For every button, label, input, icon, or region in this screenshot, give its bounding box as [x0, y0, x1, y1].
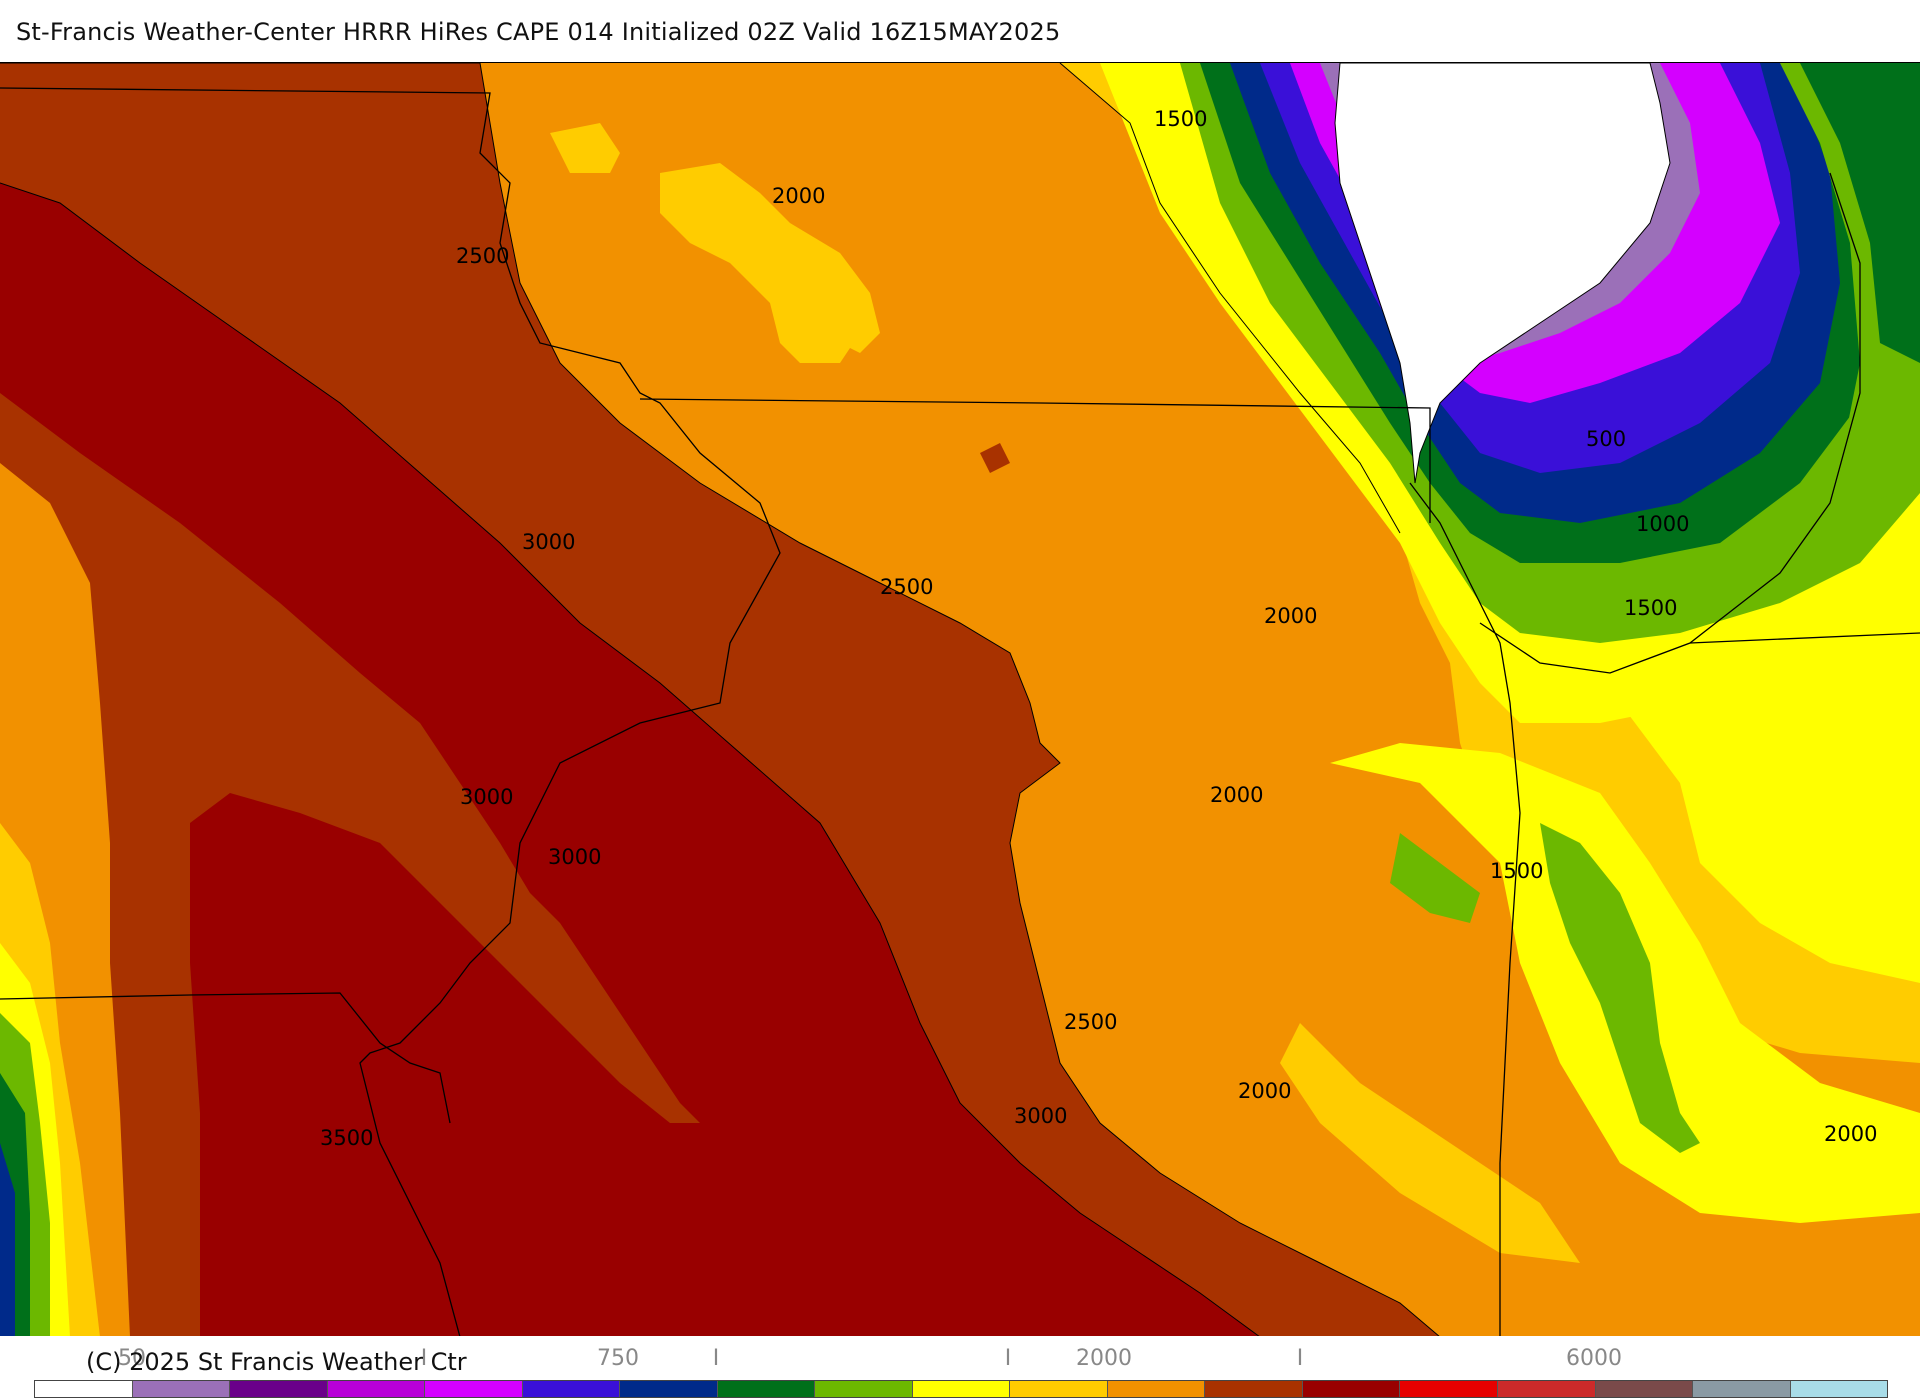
colorbar-swatch	[522, 1381, 621, 1397]
contour-label: 2000	[1210, 783, 1263, 807]
contour-label: 500	[1586, 427, 1626, 451]
contour-label: 2500	[456, 244, 509, 268]
contour-label: 3500	[320, 1126, 373, 1150]
legend-tick-label: I	[420, 1346, 428, 1371]
cape-fill-blob-3	[550, 123, 620, 173]
colorbar	[34, 1380, 1888, 1398]
contour-label: 2000	[772, 184, 825, 208]
colorbar-swatch	[717, 1381, 816, 1397]
cape-fill-green-small	[1390, 833, 1480, 923]
colorbar-swatch	[132, 1381, 231, 1397]
contour-label: 1000	[1636, 512, 1689, 536]
state-boundaries	[0, 87, 1920, 1337]
colorbar-swatch	[35, 1381, 133, 1397]
cape-fill-2500-west	[0, 393, 700, 1337]
colorbar-swatch	[1693, 1381, 1791, 1397]
colorbar-swatch	[327, 1381, 426, 1397]
legend-tick-label: 6000	[1566, 1346, 1622, 1371]
legend-tick-label: 50	[118, 1346, 146, 1371]
legend-tick-label: 2000	[1076, 1346, 1132, 1371]
cape-fill-navy-west	[0, 1143, 15, 1337]
contour-label: 3000	[548, 845, 601, 869]
cape-fill-3000	[0, 183, 1260, 1337]
contour-label: 2000	[1824, 1122, 1877, 1146]
legend: 50 I 750 I I 2000 I 6000 (C) 2025 St Fra…	[0, 1336, 1920, 1400]
cape-map[interactable]: 1500 2000 2500 3000 2500 2000 500 1000 1…	[0, 62, 1920, 1337]
contour-label: 3000	[460, 785, 513, 809]
contour-label: 1500	[1154, 107, 1207, 131]
contour-label: 2000	[1264, 604, 1317, 628]
contour-label: 2500	[1064, 1010, 1117, 1034]
legend-tick-label: I	[1004, 1346, 1012, 1371]
contour-lines	[0, 63, 1441, 1337]
colorbar-swatch	[1010, 1381, 1108, 1397]
contour-label: 1500	[1624, 596, 1677, 620]
colorbar-swatch	[1205, 1381, 1303, 1397]
colorbar-swatch	[1595, 1381, 1694, 1397]
contour-label: 2500	[880, 575, 933, 599]
colorbar-swatch	[1790, 1381, 1888, 1397]
contour-label: 2000	[1238, 1079, 1291, 1103]
map-title: St-Francis Weather-Center HRRR HiRes CAP…	[16, 18, 1061, 46]
header: St-Francis Weather-Center HRRR HiRes CAP…	[0, 0, 1920, 62]
legend-tick-label: I	[712, 1346, 720, 1371]
cape-fill-1500-south	[1280, 1023, 1580, 1263]
colorbar-swatch	[620, 1381, 718, 1397]
cape-fill-green-blob	[1540, 823, 1700, 1153]
cape-fill-blob-4	[980, 443, 1010, 473]
contour-label: 1500	[1490, 859, 1543, 883]
contour-label: 3000	[522, 530, 575, 554]
cape-fill-darkgreen-east-edge	[1800, 63, 1920, 363]
contour-label: 3000	[1014, 1104, 1067, 1128]
colorbar-swatch	[912, 1381, 1011, 1397]
legend-tick-label: 750	[597, 1346, 639, 1371]
contour-label-group: 1500 2000 2500 3000 2500 2000 500 1000 1…	[320, 107, 1877, 1150]
colorbar-swatch	[1107, 1381, 1206, 1397]
cape-map-svg: 1500 2000 2500 3000 2500 2000 500 1000 1…	[0, 63, 1920, 1337]
colorbar-swatch	[1497, 1381, 1596, 1397]
colorbar-swatch	[1400, 1381, 1498, 1397]
colorbar-swatch	[815, 1381, 913, 1397]
legend-tick-label: I	[1296, 1346, 1304, 1371]
colorbar-swatch	[425, 1381, 523, 1397]
colorbar-swatch	[1302, 1381, 1401, 1397]
copyright-text: (C) 2025 St Francis Weather Ctr	[86, 1348, 467, 1376]
cape-fill-blob-2	[770, 303, 860, 363]
colorbar-swatch	[230, 1381, 328, 1397]
